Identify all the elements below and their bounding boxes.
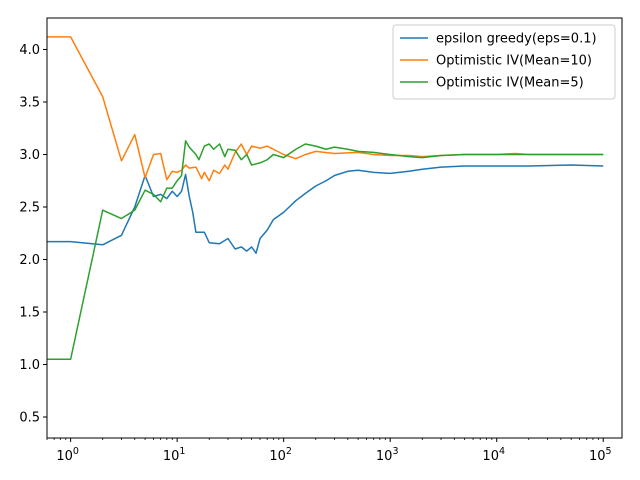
x-tick-label: 102 <box>269 446 292 464</box>
x-tick-base: 10 <box>163 449 180 464</box>
legend-label: Optimistic IV(Mean=10) <box>436 54 592 69</box>
x-tick-label: 101 <box>163 446 186 464</box>
y-tick-label: 3.0 <box>19 148 40 163</box>
x-tick-base: 10 <box>589 449 606 464</box>
legend-label: Optimistic IV(Mean=5) <box>436 76 584 91</box>
legend-box <box>392 24 616 100</box>
y-tick-label: 2.0 <box>19 253 40 268</box>
x-tick-label: 103 <box>376 446 399 464</box>
y-tick-label: 4.0 <box>19 43 40 58</box>
x-tick-exponent: 0 <box>73 446 79 457</box>
x-tick-exponent: 4 <box>499 446 505 457</box>
y-tick-label: 3.5 <box>19 96 40 111</box>
series-layer <box>47 36 604 360</box>
series-line-2 <box>47 140 604 360</box>
y-tick-label: 1.5 <box>19 306 40 321</box>
x-tick-exponent: 2 <box>286 446 292 457</box>
y-tick-label: 2.5 <box>19 201 40 216</box>
x-tick-label: 105 <box>589 446 612 464</box>
y-tick-label: 1.0 <box>19 358 40 373</box>
legend: epsilon greedy(eps=0.1) Optimistic IV(Mea… <box>392 24 616 100</box>
x-tick-exponent: 3 <box>392 446 398 457</box>
y-tick-label: 0.5 <box>19 411 40 426</box>
x-tick-exponent: 5 <box>605 446 611 457</box>
legend-label: epsilon greedy(eps=0.1) <box>436 32 597 47</box>
x-tick-label: 104 <box>482 446 505 464</box>
x-tick-label: 100 <box>56 446 79 464</box>
x-tick-base: 10 <box>482 449 499 464</box>
x-tick-base: 10 <box>269 449 286 464</box>
x-tick-base: 10 <box>376 449 393 464</box>
x-tick-exponent: 1 <box>179 446 185 457</box>
series-line-1 <box>47 36 604 182</box>
x-tick-base: 10 <box>56 449 73 464</box>
